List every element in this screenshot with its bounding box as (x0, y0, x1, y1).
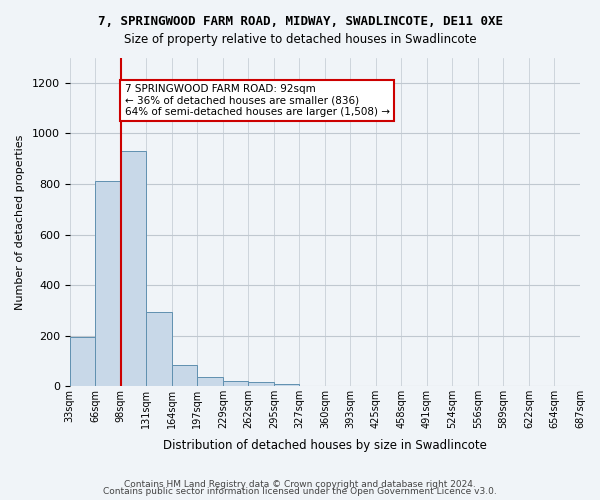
Bar (70, 337, 95, 386)
Bar (172, 364, 197, 386)
Text: 7, SPRINGWOOD FARM ROAD, MIDWAY, SWADLINCOTE, DE11 0XE: 7, SPRINGWOOD FARM ROAD, MIDWAY, SWADLIN… (97, 15, 503, 28)
Bar (223, 381, 248, 386)
Bar (95, 182, 121, 386)
Text: Contains public sector information licensed under the Open Government Licence v3: Contains public sector information licen… (103, 487, 497, 496)
Text: Contains HM Land Registry data © Crown copyright and database right 2024.: Contains HM Land Registry data © Crown c… (124, 480, 476, 489)
X-axis label: Distribution of detached houses by size in Swadlincote: Distribution of detached houses by size … (163, 440, 487, 452)
Bar (274, 384, 299, 386)
Bar (197, 378, 223, 386)
Text: Size of property relative to detached houses in Swadlincote: Size of property relative to detached ho… (124, 32, 476, 46)
Bar (121, 151, 146, 386)
Y-axis label: Number of detached properties: Number of detached properties (15, 134, 25, 310)
Text: 7 SPRINGWOOD FARM ROAD: 92sqm
← 36% of detached houses are smaller (836)
64% of : 7 SPRINGWOOD FARM ROAD: 92sqm ← 36% of d… (125, 84, 389, 117)
Bar (146, 312, 172, 386)
Bar (248, 382, 274, 386)
